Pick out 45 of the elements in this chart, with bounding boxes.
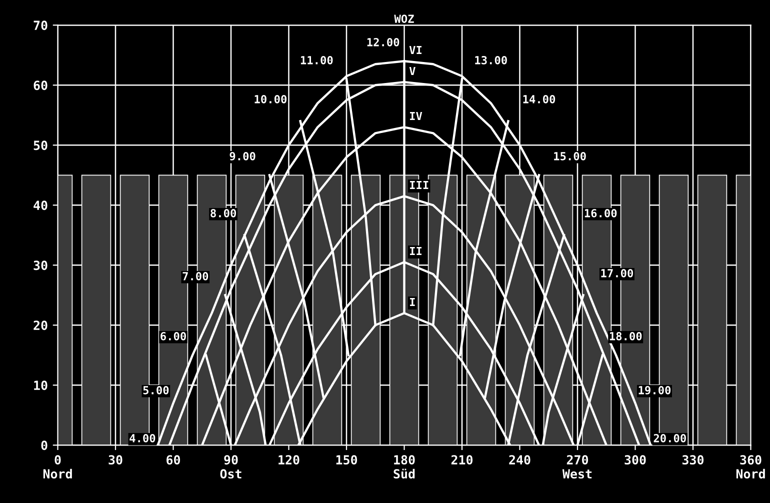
y-tick-label: 70: [34, 20, 48, 30]
annotation: 6.00: [160, 332, 186, 340]
x-tick-label: 270 West: [562, 455, 592, 479]
x-tick-label: 240: [509, 455, 530, 465]
series-label: V: [409, 66, 416, 76]
y-tick-label: 20: [34, 320, 48, 330]
x-tick-label: 0 Nord: [43, 455, 72, 479]
x-tick-label: 60: [166, 455, 180, 465]
series-label: III: [410, 180, 428, 190]
annotation: 16.00: [584, 208, 617, 218]
annotation: 20.00: [654, 434, 686, 442]
chart-title: WOZ: [394, 14, 414, 23]
y-tick-label: 40: [34, 200, 48, 210]
x-tick-label: 90 Ost: [220, 455, 242, 479]
annotation: 13.00: [475, 56, 507, 64]
annotation: 9.00: [230, 152, 256, 160]
annotation: 17.00: [601, 268, 634, 278]
x-tick-label: 210: [451, 455, 473, 465]
x-tick-label: 30: [108, 455, 122, 465]
y-tick-label: 60: [34, 80, 48, 90]
x-tick-label: 360 Nord: [736, 455, 765, 479]
series-label: II: [410, 246, 422, 256]
annotation: 5.00: [143, 386, 169, 394]
x-tick-label: 300: [624, 455, 646, 465]
annotation: 12.00: [367, 38, 400, 46]
annotation: 7.00: [182, 272, 208, 280]
annotation: 4.00: [130, 434, 156, 442]
annotation: 8.00: [210, 208, 236, 218]
series-label: I: [410, 298, 415, 306]
x-tick-label: 120: [278, 455, 300, 465]
series-label: IV: [410, 112, 422, 120]
x-tick-label: 180 Süd: [394, 455, 415, 479]
series-label: VI: [409, 46, 422, 54]
y-tick-label: 30: [34, 260, 48, 270]
y-tick-label: 0: [41, 440, 48, 450]
x-tick-label: 330: [682, 455, 704, 465]
annotation: 10.00: [254, 94, 287, 104]
annotation: 18.00: [610, 332, 642, 340]
annotation: 11.00: [300, 56, 333, 64]
annotation: 15.00: [554, 152, 586, 160]
x-tick-label: 150: [336, 455, 358, 465]
annotation: 19.00: [638, 386, 671, 394]
annotation: 14.00: [523, 94, 556, 104]
y-tick-label: 10: [34, 380, 48, 390]
y-tick-label: 50: [34, 140, 48, 150]
